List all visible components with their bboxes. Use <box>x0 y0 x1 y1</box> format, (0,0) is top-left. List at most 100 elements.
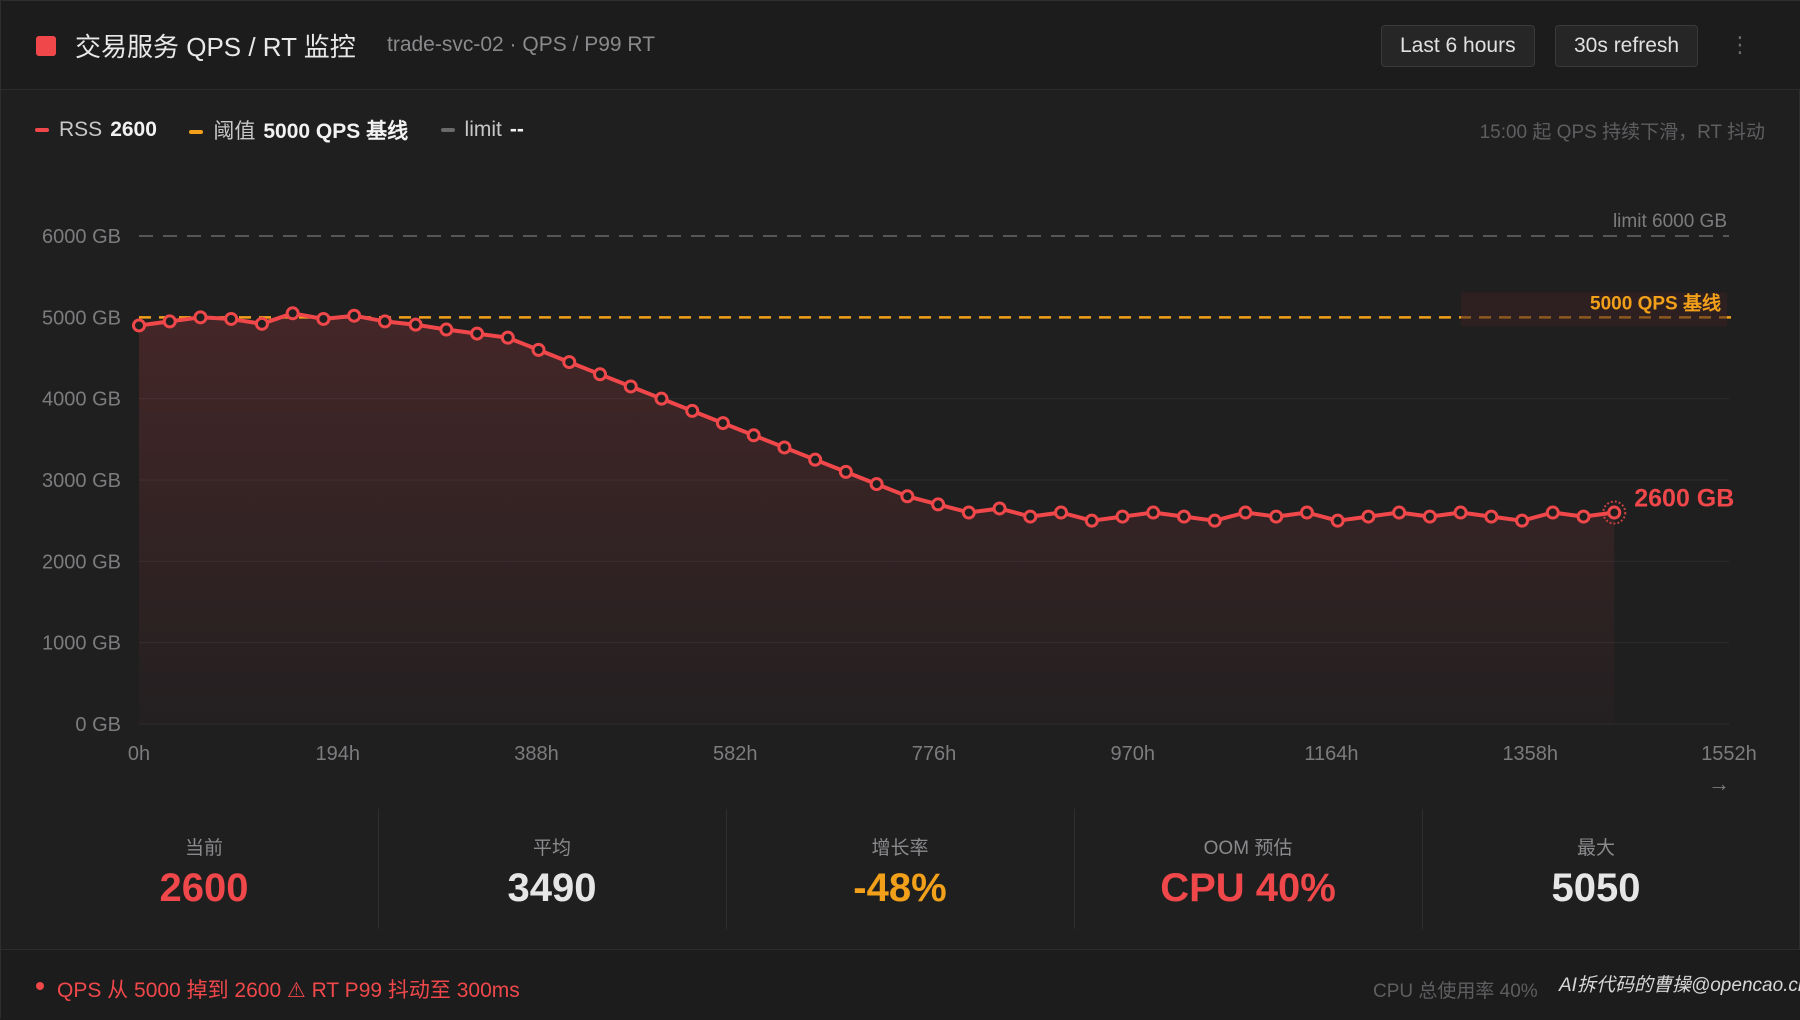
data-point <box>1054 505 1069 520</box>
stat-label: 最大 <box>1576 838 1615 859</box>
data-point <box>1545 505 1560 520</box>
current-point-marker <box>1602 500 1627 525</box>
data-point <box>1607 505 1622 520</box>
y-tick-label: 3000 GB <box>42 470 121 492</box>
y-tick-label: 5000 GB <box>42 307 121 329</box>
status-indicator <box>36 36 56 56</box>
y-tick-label: 4000 GB <box>42 389 121 411</box>
data-point <box>347 308 362 323</box>
alert-message: QPS 从 5000 掉到 2600 ⚠ RT P99 抖动至 300ms <box>57 979 520 1002</box>
data-point <box>1392 505 1407 520</box>
stat-value: -48% <box>853 866 947 910</box>
x-tick-label: 194h <box>316 743 361 765</box>
x-tick-label: 388h <box>514 743 559 765</box>
stat-divider <box>1074 809 1075 929</box>
x-tick-label: 582h <box>713 743 758 765</box>
data-point <box>162 314 177 329</box>
data-point <box>562 355 577 370</box>
alert-dot-icon <box>36 982 44 990</box>
data-point <box>1176 509 1191 524</box>
data-point <box>1269 509 1284 524</box>
stat-average: 平均 3490 <box>379 807 725 931</box>
data-point <box>132 318 146 333</box>
x-tick-label: 1552h <box>1701 743 1757 765</box>
stat-label: 增长率 <box>871 838 929 859</box>
legend-item-rss[interactable]: RSS 2600 <box>35 118 157 142</box>
panel-header: 交易服务 QPS / RT 监控 trade-svc-02 · QPS / P9… <box>1 1 1800 90</box>
data-point <box>1576 509 1591 524</box>
y-tick-label: 6000 GB <box>42 226 121 248</box>
stats-row: 当前 2600 平均 3490 增长率 -48% OOM 预估 CPU 40% … <box>31 807 1771 931</box>
data-point <box>1361 509 1376 524</box>
stat-divider <box>378 809 379 929</box>
stat-label: 平均 <box>532 838 571 859</box>
data-point <box>1146 505 1161 520</box>
data-point <box>377 314 392 329</box>
legend-swatch-rss <box>35 128 49 133</box>
x-tick-label: 0h <box>128 743 150 765</box>
more-options-icon[interactable]: ⋮ <box>1729 32 1751 57</box>
panel-footer: QPS 从 5000 掉到 2600 ⚠ RT P99 抖动至 300ms CP… <box>1 949 1800 1020</box>
data-point <box>193 310 208 325</box>
y-tick-label: 1000 GB <box>42 633 121 655</box>
baseline-label: 5000 QPS 基线 <box>1590 291 1721 314</box>
legend-item-limit[interactable]: limit -- <box>440 118 524 142</box>
legend-swatch-limit <box>440 128 455 133</box>
stat-value: 2600 <box>159 866 249 910</box>
legend-label: limit <box>464 118 502 141</box>
data-point <box>808 452 823 467</box>
stat-value: 3490 <box>507 866 597 910</box>
chart-legend: RSS 2600 阈值 5000 QPS 基线 limit -- <box>35 115 552 145</box>
data-point <box>500 330 515 345</box>
watermark: AI拆代码的曹操@opencao.cn <box>1559 975 1800 996</box>
data-point <box>838 464 853 479</box>
stat-value: 5050 <box>1551 866 1641 910</box>
legend-label: 阈值 <box>213 120 256 143</box>
limit-label: limit 6000 GB <box>1613 211 1727 232</box>
data-point <box>1330 513 1345 528</box>
data-point <box>931 497 946 512</box>
data-point <box>470 326 485 341</box>
time-range-button[interactable]: Last 6 hours <box>1381 25 1535 67</box>
current-value-label: 2600 GB <box>1634 485 1734 513</box>
baseline-label-bg <box>1461 292 1727 327</box>
stat-growth-rate: 增长率 -48% <box>727 807 1073 931</box>
data-point <box>900 489 915 504</box>
chart-annotation-note: 15:00 起 QPS 持续下滑，RT 抖动 <box>1479 122 1765 143</box>
data-point <box>285 306 300 321</box>
data-point <box>408 317 423 332</box>
data-point <box>316 311 331 326</box>
data-point <box>746 428 761 443</box>
data-point <box>623 379 638 394</box>
legend-value: -- <box>509 118 524 141</box>
data-point <box>1207 513 1222 528</box>
data-point <box>992 501 1007 516</box>
stat-oom-estimate: OOM 预估 CPU 40% <box>1075 807 1421 931</box>
stat-label: 当前 <box>184 838 223 859</box>
legend-label: RSS <box>59 118 103 141</box>
y-tick-label: 2000 GB <box>42 551 121 573</box>
legend-item-threshold[interactable]: 阈值 5000 QPS 基线 <box>189 115 408 145</box>
data-point <box>254 316 269 331</box>
stat-label: OOM 预估 <box>1203 838 1293 859</box>
x-tick-label: 1164h <box>1304 743 1358 765</box>
data-point <box>961 505 976 520</box>
data-point <box>531 342 546 357</box>
panel-subtitle: trade-svc-02 · QPS / P99 RT <box>387 33 656 56</box>
data-point <box>715 416 730 431</box>
data-point <box>1515 513 1530 528</box>
line-chart[interactable]: 0 GB 1000 GB 2000 GB 3000 GB 4000 GB 5000 GB 6… <box>1 161 1800 801</box>
data-point <box>1453 505 1468 520</box>
x-axis-arrow-icon: → <box>1708 771 1730 796</box>
data-point <box>1084 513 1099 528</box>
x-tick-label: 776h <box>912 743 957 765</box>
data-point <box>1238 505 1253 520</box>
data-point <box>224 311 239 326</box>
refresh-interval-button[interactable]: 30s refresh <box>1555 25 1699 67</box>
data-point <box>869 477 884 492</box>
data-point <box>1023 509 1038 524</box>
legend-value: 5000 QPS 基线 <box>263 120 409 143</box>
data-point <box>1422 509 1437 524</box>
data-point <box>593 367 608 382</box>
